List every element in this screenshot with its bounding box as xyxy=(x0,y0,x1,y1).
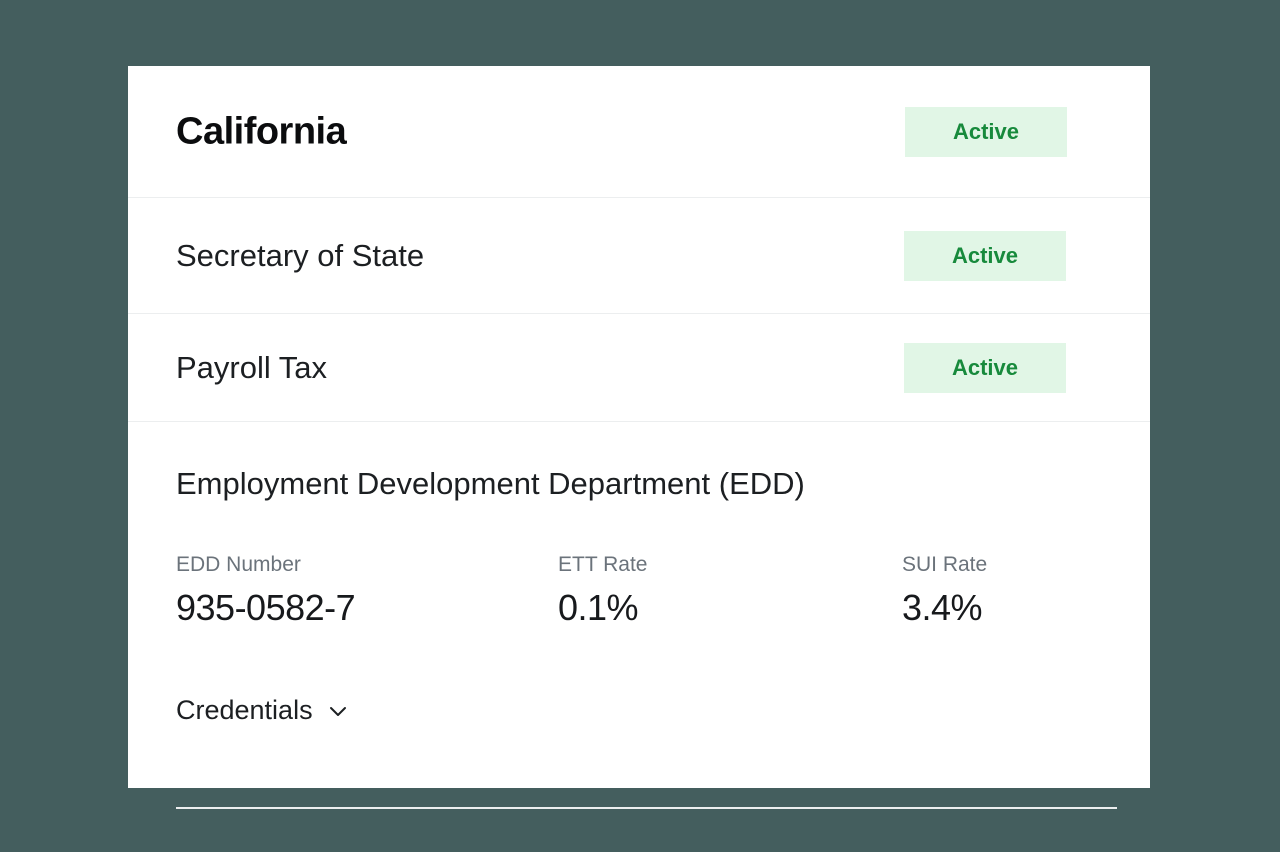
agency-row-secretary-of-state: Secretary of State Active xyxy=(128,198,1150,314)
edd-number-field: EDD Number 935-0582-7 xyxy=(176,552,356,630)
credentials-toggle[interactable]: Credentials xyxy=(176,690,349,730)
field-value: 3.4% xyxy=(902,587,983,628)
state-status-badge: Active xyxy=(905,106,1067,157)
credentials-label: Credentials xyxy=(176,694,313,725)
field-label: SUI Rate xyxy=(902,553,988,576)
status-badge: Active xyxy=(904,230,1066,281)
ett-rate-field: ETT Rate 0.1% xyxy=(558,552,647,630)
field-label: EDD Number xyxy=(176,553,301,576)
field-label: ETT Rate xyxy=(558,553,648,576)
credentials-divider xyxy=(176,807,1117,809)
state-header-row: California Active xyxy=(128,66,1150,198)
agency-row-payroll-tax: Payroll Tax Active xyxy=(128,314,1150,422)
field-value: 0.1% xyxy=(558,587,639,628)
state-registration-card: California Active Secretary of State Act… xyxy=(128,66,1150,809)
field-value: 935-0582-7 xyxy=(176,587,356,628)
status-badge: Active xyxy=(904,342,1066,393)
agency-title: Payroll Tax xyxy=(176,349,328,385)
agency-title: Secretary of State xyxy=(176,237,425,273)
edd-title: Employment Development Department (EDD) xyxy=(176,466,805,501)
state-title: California xyxy=(176,110,347,152)
chevron-down-icon xyxy=(329,707,346,716)
sui-rate-field: SUI Rate 3.4% xyxy=(902,552,987,630)
edd-section: Employment Development Department (EDD) … xyxy=(128,422,1150,809)
